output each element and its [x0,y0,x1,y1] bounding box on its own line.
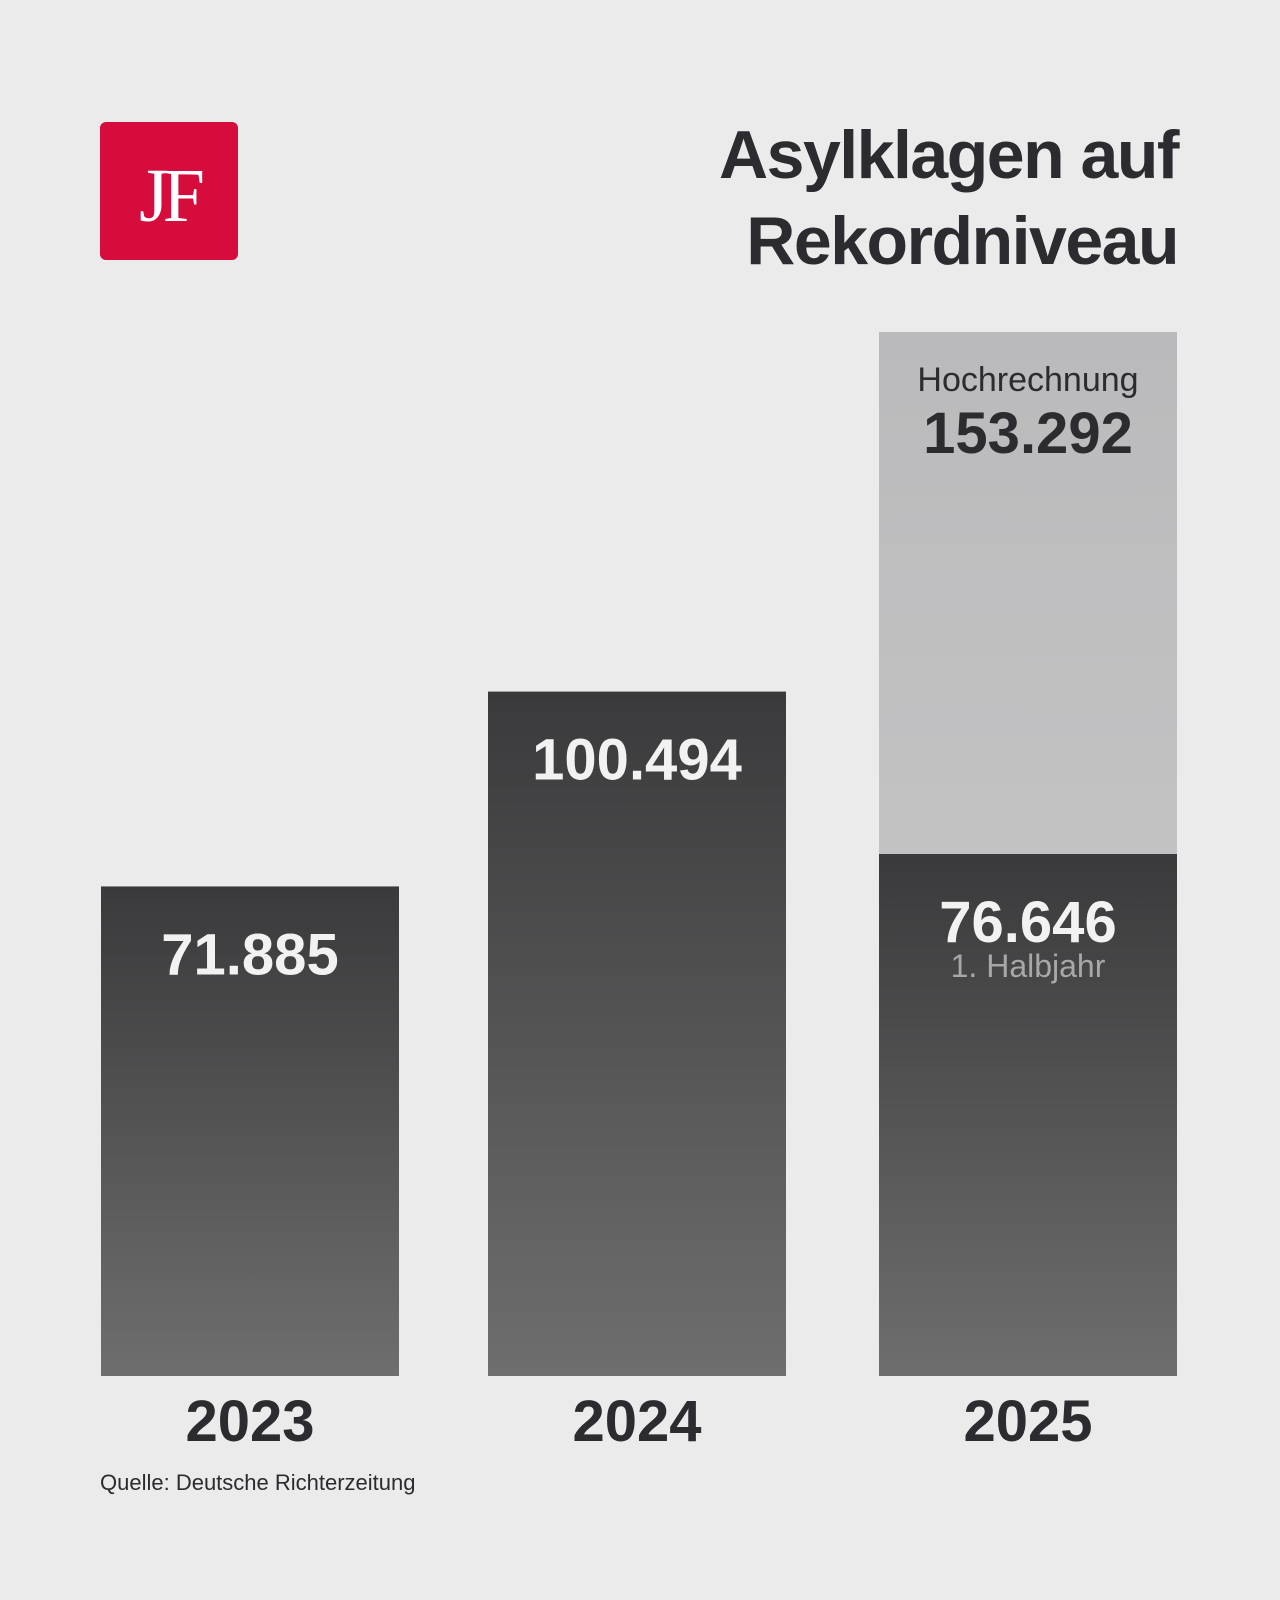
bar-2025 [879,854,1177,1376]
bar-2025-projection-label: 153.292 [923,401,1133,466]
bar-2024-value-label: 100.494 [532,728,742,793]
x-tick-2023: 2023 [185,1389,314,1454]
bar-2023 [101,886,399,1376]
bar-2024 [488,691,786,1376]
x-tick-2024: 2024 [572,1389,701,1454]
bar-2023-value-label: 71.885 [161,922,338,987]
chart-title-line-2: Rekordniveau [746,203,1179,279]
chart-title-line-1: Asylklagen auf [719,117,1179,193]
jf-logo: JF [100,122,238,260]
x-tick-2025: 2025 [963,1389,1092,1454]
bar-2025-sublabel: 1. Halbjahr [951,948,1106,984]
bar-2025-value-label: 76.646 [939,890,1116,955]
chart-title: Asylklagen auf Rekordniveau [458,112,1179,284]
logo-text: JF [139,153,205,238]
bar-2025-projection-caption: Hochrechnung [917,361,1138,399]
source-note: Quelle: Deutsche Richterzeitung [100,1470,416,1495]
